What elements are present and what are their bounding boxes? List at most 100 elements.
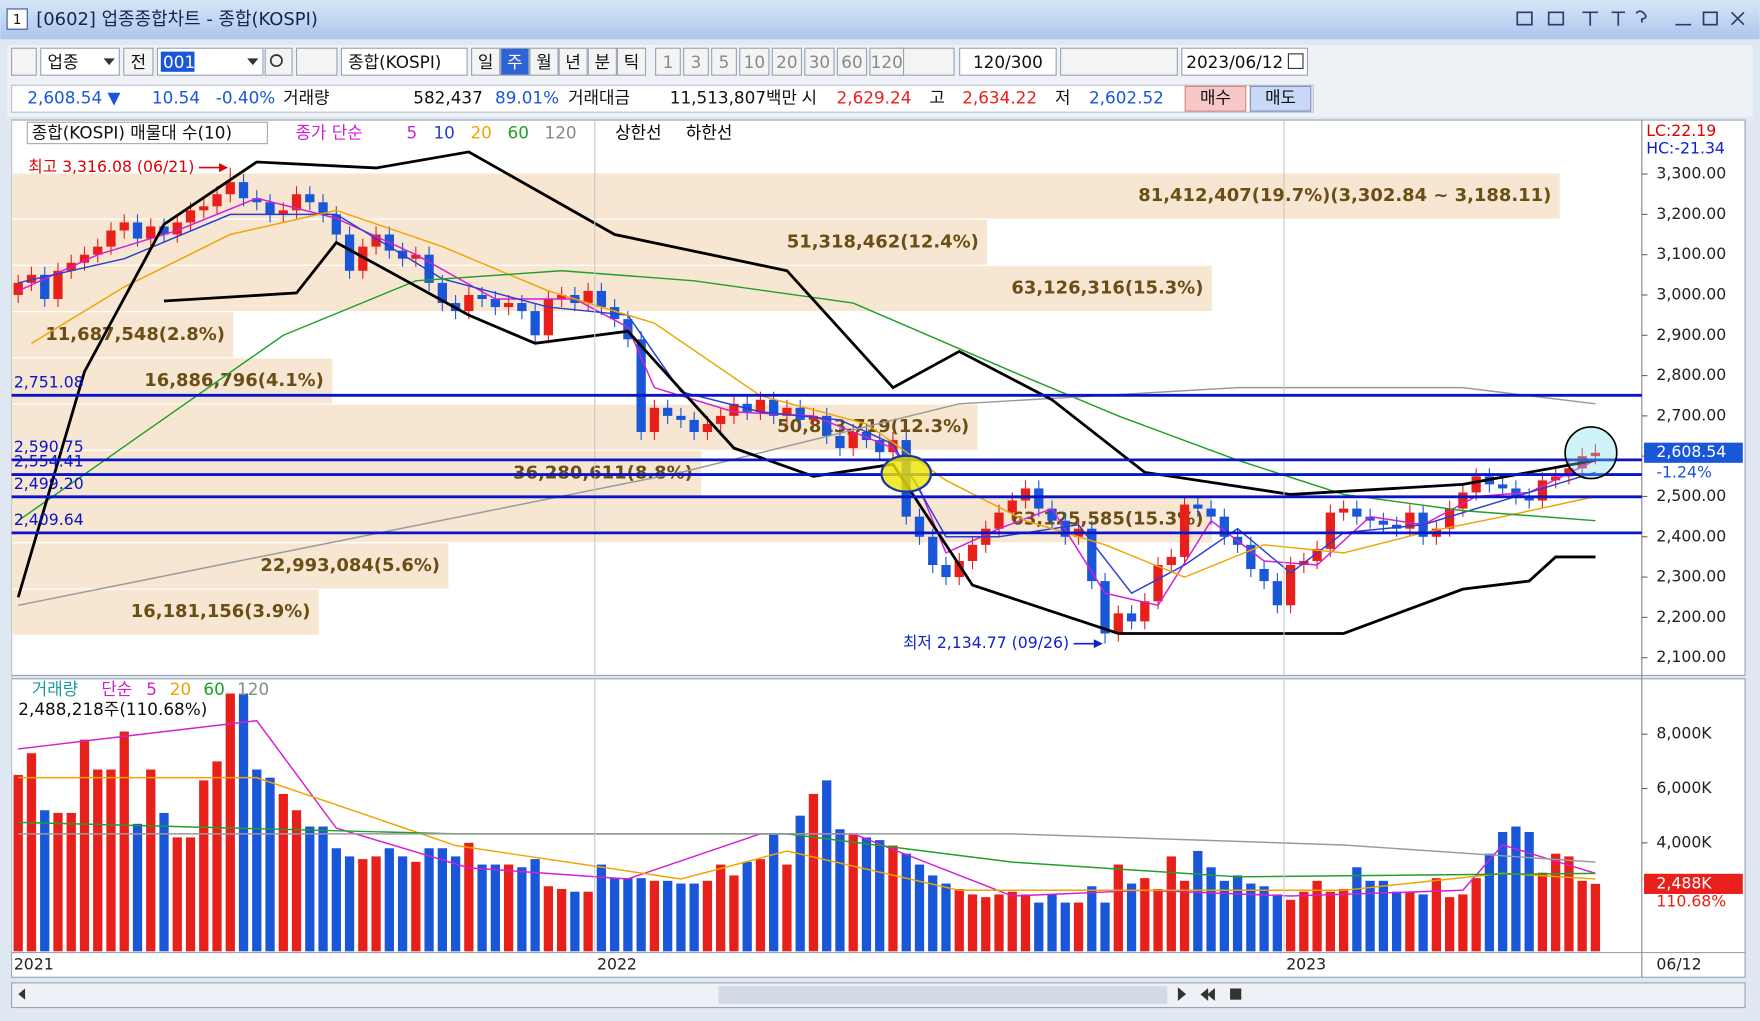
scope-button[interactable] xyxy=(123,47,154,76)
x-tick-label: 2021 xyxy=(14,954,54,973)
sound-button[interactable] xyxy=(296,47,338,76)
volume-bar xyxy=(1153,888,1163,952)
period-button[interactable] xyxy=(587,47,617,76)
date-box[interactable] xyxy=(1181,47,1309,76)
interval-button[interactable] xyxy=(711,47,737,76)
ma-line xyxy=(31,209,1596,578)
candle-body xyxy=(424,254,434,283)
scroll-left[interactable] xyxy=(18,988,26,1000)
buy-button[interactable] xyxy=(1184,85,1247,112)
volume-bar xyxy=(1113,864,1123,952)
blank-select[interactable] xyxy=(897,47,955,76)
volume-bar xyxy=(1034,902,1044,952)
candle-body xyxy=(40,274,50,299)
candle-body xyxy=(53,270,63,299)
candle-body xyxy=(1458,492,1468,509)
window-controls[interactable] xyxy=(1516,10,1745,26)
candle-body xyxy=(1259,569,1269,582)
candle-body xyxy=(1564,468,1574,477)
interval-button[interactable] xyxy=(655,47,681,76)
volume-bar xyxy=(1285,899,1296,952)
interval-button[interactable] xyxy=(804,47,835,76)
volume-bar xyxy=(1378,880,1389,952)
candle-body xyxy=(437,282,447,304)
title-bar xyxy=(0,0,1760,40)
market-select[interactable] xyxy=(40,47,120,76)
volume-bar xyxy=(225,693,235,952)
quote-open: 2,629.24 xyxy=(837,88,912,108)
candle-body xyxy=(1365,516,1375,521)
level-label: 2,751.08 xyxy=(14,372,84,391)
volume-profile-label: 51,318,462(12.4%) xyxy=(787,231,979,252)
volume-bar xyxy=(1272,894,1282,952)
interval-text: 60 xyxy=(841,52,862,72)
candle-body xyxy=(928,536,938,565)
period-button[interactable] xyxy=(529,47,559,76)
volume-legend-prefix: 단순 xyxy=(101,679,132,699)
candle-body xyxy=(1219,516,1229,537)
volume-bar xyxy=(318,826,328,952)
volume-profile-bar xyxy=(11,542,450,590)
volume-bar xyxy=(848,834,858,952)
candle-body xyxy=(702,423,713,432)
volume-bar xyxy=(358,859,368,952)
nav-buttons[interactable] xyxy=(1177,987,1215,1001)
interval-button[interactable] xyxy=(836,47,868,76)
ma-line xyxy=(18,776,1596,892)
candle-body xyxy=(517,303,527,312)
last-volume-ratio: 110.68% xyxy=(1656,891,1726,910)
legend-entry: 5 xyxy=(407,123,418,143)
high-label: 고 xyxy=(929,88,944,108)
volume-bar xyxy=(543,886,554,952)
candle-body xyxy=(556,294,567,299)
volume-bar xyxy=(755,859,766,952)
scroll-thumb[interactable] xyxy=(718,986,1168,1005)
hc-label: HC:-21.34 xyxy=(1646,139,1725,158)
volume-bar xyxy=(1126,883,1137,952)
period-button[interactable] xyxy=(616,47,647,76)
volume-bar xyxy=(1246,883,1256,952)
volume-bar xyxy=(1325,891,1335,952)
period-text: 월 xyxy=(536,52,551,72)
low-label: 저 xyxy=(1055,88,1070,108)
period-button[interactable] xyxy=(500,47,530,76)
candle-body xyxy=(848,431,858,449)
candle-body xyxy=(411,254,421,259)
legend-title: 종합(KOSPI) 매물대 수(10) xyxy=(32,123,232,143)
interval-button[interactable] xyxy=(869,47,905,76)
volume-bar xyxy=(1206,867,1216,952)
interval-button[interactable] xyxy=(683,47,709,76)
volume-bar xyxy=(305,826,315,952)
period-button[interactable] xyxy=(471,47,501,76)
candle-body xyxy=(159,226,169,235)
tool-buttons[interactable] xyxy=(1060,47,1178,76)
volume-bar xyxy=(119,731,129,952)
candle-body xyxy=(954,560,964,578)
candle-body xyxy=(795,407,805,420)
layout-button[interactable] xyxy=(11,47,37,76)
stop-button[interactable] xyxy=(1230,988,1242,1000)
volume-profile-label: 36,280,611(8.8%) xyxy=(513,462,693,483)
sell-button[interactable] xyxy=(1249,85,1312,112)
candle-body xyxy=(1166,556,1176,565)
candle-body xyxy=(1020,488,1031,501)
arrow-head xyxy=(1093,639,1103,649)
count-box[interactable] xyxy=(959,47,1057,76)
ma-line xyxy=(18,821,1596,878)
volume-bar xyxy=(1590,883,1601,952)
candle-body xyxy=(106,230,116,247)
candle-body xyxy=(782,407,792,416)
volume-bar xyxy=(596,864,607,952)
interval-button[interactable] xyxy=(771,47,803,76)
ma-line xyxy=(18,213,1596,595)
candle-body xyxy=(835,436,845,449)
volume-bar xyxy=(185,837,196,952)
candle-body xyxy=(1471,476,1481,493)
period-button[interactable] xyxy=(558,47,588,76)
volume-bar xyxy=(13,774,23,952)
volume-bar xyxy=(517,867,527,952)
candle-body xyxy=(769,399,779,416)
search-button[interactable] xyxy=(264,47,293,76)
interval-button[interactable] xyxy=(739,47,770,76)
interval-text: 1 xyxy=(663,52,674,72)
